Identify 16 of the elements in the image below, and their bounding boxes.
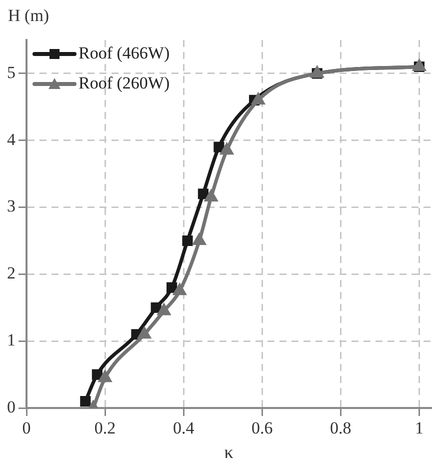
y-tick-label: 4 [7, 130, 16, 149]
y-tick-label: 3 [7, 196, 16, 216]
y-tick-label: 2 [7, 264, 16, 283]
x-tick-label: 0.6 [252, 418, 273, 438]
x-axis-title: κ [224, 442, 234, 462]
legend-label: Roof (466W) [78, 43, 170, 62]
y-tick-label: 1 [7, 330, 16, 350]
x-tick-label: 0.2 [94, 418, 116, 438]
x-tick-label: 0 [22, 418, 31, 438]
legend-label: Roof (260W) [78, 73, 170, 92]
y-tick-label: 0 [7, 397, 16, 416]
y-tick-label: 5 [7, 62, 16, 82]
y-axis-title: H (m) [8, 6, 50, 25]
x-tick-label: 0.8 [330, 418, 352, 438]
x-tick-label: 1 [414, 418, 424, 438]
x-tick-label: 0.4 [172, 418, 195, 438]
